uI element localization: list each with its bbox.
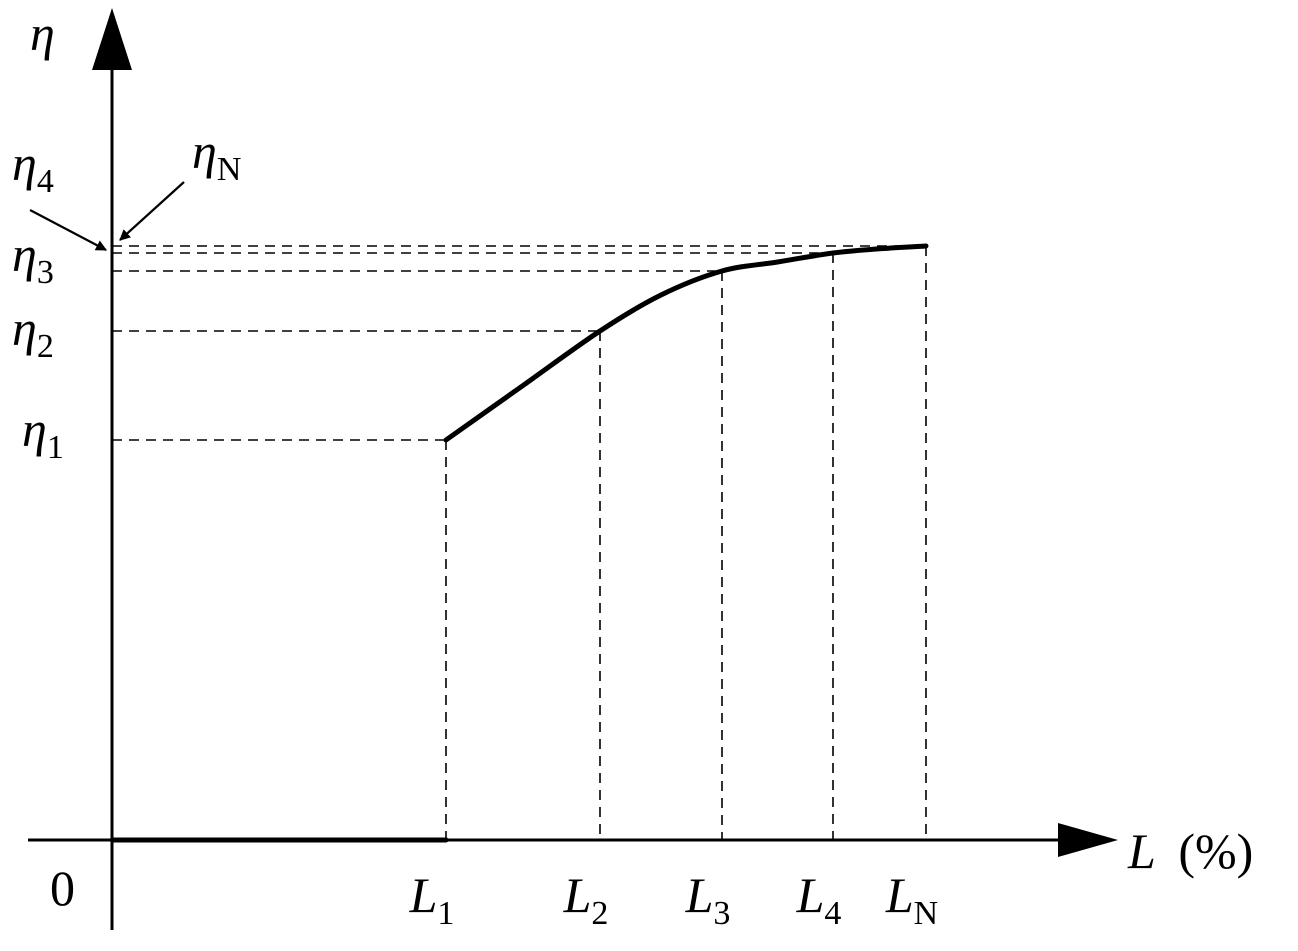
x-tick-symbol: L: [885, 867, 914, 923]
x-axis-unit: (%): [1178, 823, 1253, 879]
dashed-guides: [112, 245, 927, 840]
y-tick-label-3: η3: [12, 226, 54, 291]
x-tick-label-3: L3: [685, 867, 731, 932]
y-tick-subscript: 3: [37, 254, 54, 291]
y-tick-symbol: η: [12, 300, 37, 356]
y-tick-subscript: 4: [37, 163, 54, 200]
x-tick-symbol: L: [685, 867, 714, 923]
y-tick-symbol: η: [12, 226, 37, 282]
series-1-rising-curve: [443, 243, 929, 443]
y-tick-subscript: N: [217, 151, 242, 188]
x-axis-symbol: L: [1127, 823, 1156, 879]
y-axis-arrowhead: [92, 8, 132, 70]
y-tick-symbol: η: [22, 401, 47, 457]
y-tick-label-4: η4: [12, 135, 54, 200]
x-tick-subscript: N: [914, 895, 939, 932]
x-tick-label-5: LN: [885, 867, 938, 932]
x-tick-symbol: L: [409, 867, 438, 923]
x-tick-label-1: L1: [409, 867, 455, 932]
x-tick-label-4: L4: [796, 867, 842, 932]
x-tick-subscript: 1: [437, 895, 454, 932]
x-tick-labels: L1 L2 L3 L4 LN: [409, 867, 939, 932]
y-tick-symbol: η: [192, 123, 217, 179]
level-pointer-arrows: [29, 181, 185, 251]
x-axis-arrowhead: [1058, 823, 1118, 857]
x-tick-symbol: L: [796, 867, 825, 923]
efficiency-curve: [109, 243, 929, 843]
x-tick-subscript: 2: [591, 895, 608, 932]
y-tick-subscript: 1: [47, 429, 64, 466]
origin-label: 0: [50, 860, 75, 916]
y-tick-label-2: η2: [12, 300, 54, 365]
x-tick-label-2: L2: [563, 867, 609, 932]
y-tick-symbol: η: [12, 135, 37, 191]
etaN-pointer-arrow: [119, 181, 185, 241]
eta4-pointer-arrow: [29, 209, 107, 251]
x-axis-label: L (%): [1127, 823, 1253, 879]
x-tick-subscript: 4: [824, 895, 841, 932]
x-tick-subscript: 3: [713, 895, 730, 932]
y-tick-subscript: 2: [37, 328, 54, 365]
y-axis-label: η: [30, 5, 55, 61]
y-tick-label-5: ηN: [192, 123, 241, 188]
x-tick-symbol: L: [563, 867, 592, 923]
y-tick-label-1: η1: [22, 401, 64, 466]
